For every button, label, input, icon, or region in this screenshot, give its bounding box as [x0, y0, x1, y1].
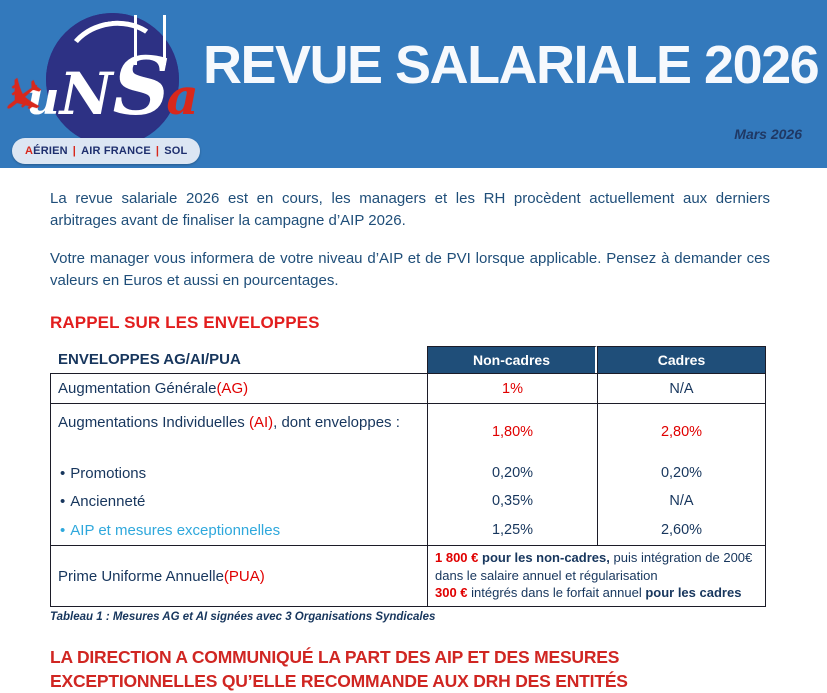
- bullet-icon: •: [60, 521, 66, 539]
- banner-run: AIR FRANCE: [81, 145, 151, 157]
- logo-letter-a: a: [166, 66, 199, 126]
- ai-label-suffix: , dont enveloppes :: [273, 414, 400, 431]
- pua-amount-non-cadres: 1 800 €: [435, 550, 482, 565]
- anciennete-cadres-value: N/A: [597, 487, 766, 515]
- banner-separator: |: [155, 145, 160, 157]
- ag-cadres-value: N/A: [597, 373, 766, 403]
- ag-label: Augmentation Générale (AG): [50, 373, 427, 403]
- bullet-text: Ancienneté: [70, 492, 146, 510]
- bullet-icon: •: [60, 492, 66, 510]
- logo-letter-n: N: [59, 59, 113, 128]
- banner-run: SOL: [164, 145, 188, 157]
- pua-value-line-2: 300 € intégrés dans le forfait annuel po…: [435, 584, 741, 602]
- pua-label: Prime Uniforme Annuelle (PUA): [50, 545, 427, 607]
- ai-label: Augmentations Individuelles (AI), dont e…: [50, 403, 427, 459]
- bullet-label: • AIP et mesures exceptionnelles: [50, 515, 427, 545]
- col-header-cadres: Cadres: [597, 346, 766, 373]
- pua-label-text: Prime Uniforme Annuelle: [58, 567, 224, 585]
- bullet-text: AIP et mesures exceptionnelles: [70, 521, 281, 539]
- intro-paragraph-1: La revue salariale 2026 est en cours, le…: [50, 190, 770, 229]
- pua-run: pour les non-cadres,: [482, 550, 610, 565]
- page-title: REVUE SALARIALE 2026: [203, 35, 820, 95]
- table-header-label: ENVELOPPES AG/AI/PUA: [58, 351, 241, 368]
- anciennete-non-cadres-value: 0,35%: [427, 487, 597, 515]
- pua-value-line-1: 1 800 € pour les non-cadres, puis intégr…: [435, 549, 759, 584]
- ag-label-text: Augmentation Générale: [58, 380, 217, 397]
- logo-acronym: uNSa: [26, 46, 199, 126]
- logo-bars: [108, 15, 168, 65]
- pua-value: 1 800 € pour les non-cadres, puis intégr…: [427, 545, 766, 607]
- ai-non-cadres-value: 1,80%: [427, 403, 597, 459]
- pua-tag: (PUA): [223, 567, 265, 585]
- promotions-cadres-value: 0,20%: [597, 459, 766, 487]
- content: La revue salariale 2026 est en cours, le…: [0, 168, 827, 693]
- logo-letter-u: u: [26, 70, 60, 125]
- ag-non-cadres-value: 1%: [427, 373, 597, 403]
- footer-heading: LA DIRECTION A COMMUNIQUÉ LA PART DES AI…: [50, 647, 628, 691]
- bullet-text: Promotions: [70, 464, 147, 482]
- pua-amount-cadres: 300 €: [435, 585, 472, 600]
- ag-tag: (AG): [216, 380, 249, 397]
- banner-separator: |: [72, 145, 77, 157]
- pua-run: intégrés dans le forfait annuel: [471, 585, 646, 600]
- aip-non-cadres-value: 1,25%: [427, 515, 597, 545]
- table-caption: Tableau 1 : Mesures AG et AI signées ave…: [50, 611, 436, 623]
- unsa-logo: uNSa ✈ A ÉRIEN | AIR FRANCE | SOL: [0, 0, 201, 168]
- ai-label-text: Augmentations Individuelles: [58, 414, 249, 431]
- aip-cadres-value: 2,60%: [597, 515, 766, 545]
- pua-run: pour les cadres: [645, 585, 742, 600]
- enveloppes-table: ENVELOPPES AG/AI/PUA Non-cadres Cadres A…: [50, 346, 766, 607]
- ai-cadres-value: 2,80%: [597, 403, 766, 459]
- issue-date: Mars 2026: [734, 126, 802, 142]
- promotions-non-cadres-value: 0,20%: [427, 459, 597, 487]
- intro-paragraph-2: Votre manager vous informera de votre ni…: [50, 250, 770, 289]
- bullet-icon: •: [60, 464, 66, 482]
- banner-run: A: [25, 145, 34, 157]
- logo-circle: uNSa: [26, 13, 199, 146]
- logo-banner-pill: A ÉRIEN | AIR FRANCE | SOL: [12, 138, 201, 164]
- section-heading: RAPPEL SUR LES ENVELOPPES: [50, 313, 320, 332]
- logo-letter-s: S: [112, 38, 171, 133]
- ai-tag: (AI): [248, 414, 274, 431]
- masthead: uNSa ✈ A ÉRIEN | AIR FRANCE | SOL REVUE SALAR…: [0, 0, 827, 168]
- bullet-label: • Promotions: [50, 459, 427, 487]
- col-header-non-cadres: Non-cadres: [427, 346, 597, 373]
- pua-run: puis intégration de 200€ dans le salaire…: [435, 550, 753, 583]
- bullet-label: • Ancienneté: [50, 487, 427, 515]
- banner-run: ÉRIEN: [33, 145, 68, 157]
